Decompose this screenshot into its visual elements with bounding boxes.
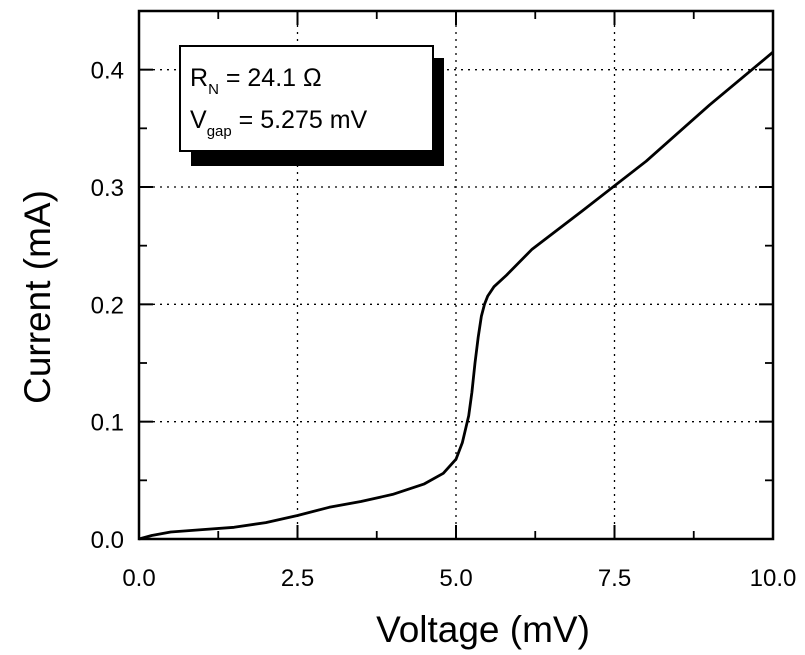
y-axis-title: Current (mA) [17, 190, 58, 404]
annotation-box: RN = 24.1 Ω Vgap = 5.275 mV [179, 45, 444, 166]
vgap-subscript: gap [207, 123, 232, 140]
x-tick-label: 7.5 [598, 565, 631, 592]
x-axis-title: Voltage (mV) [376, 609, 590, 650]
vgap-value: = 5.275 mV [232, 106, 368, 134]
y-tick-label: 0.1 [91, 410, 124, 437]
annotation-vgap: Vgap = 5.275 mV [190, 106, 368, 140]
rn-symbol: R [190, 64, 208, 92]
x-tick-label: 2.5 [281, 565, 314, 592]
y-tick-label: 0.0 [91, 527, 124, 554]
y-tick-label: 0.4 [91, 58, 124, 85]
annotation-panel [179, 45, 434, 152]
rn-value: = 24.1 Ω [219, 64, 322, 92]
plot-frame [137, 9, 775, 541]
vgap-symbol: V [190, 106, 207, 134]
x-tick-label: 10.0 [750, 565, 797, 592]
y-tick-label: 0.3 [91, 175, 124, 202]
annotation-rn: RN = 24.1 Ω [190, 64, 322, 98]
x-tick-label: 5.0 [439, 565, 472, 592]
y-tick-label: 0.2 [91, 292, 124, 319]
y-tick-labels: 0.0 0.1 0.2 0.3 0.4 [91, 58, 124, 554]
iv-curve-line [138, 51, 774, 541]
rn-subscript: N [208, 81, 219, 98]
x-tick-label: 0.0 [122, 565, 155, 592]
x-tick-labels: 0.0 2.5 5.0 7.5 10.0 [122, 565, 796, 592]
